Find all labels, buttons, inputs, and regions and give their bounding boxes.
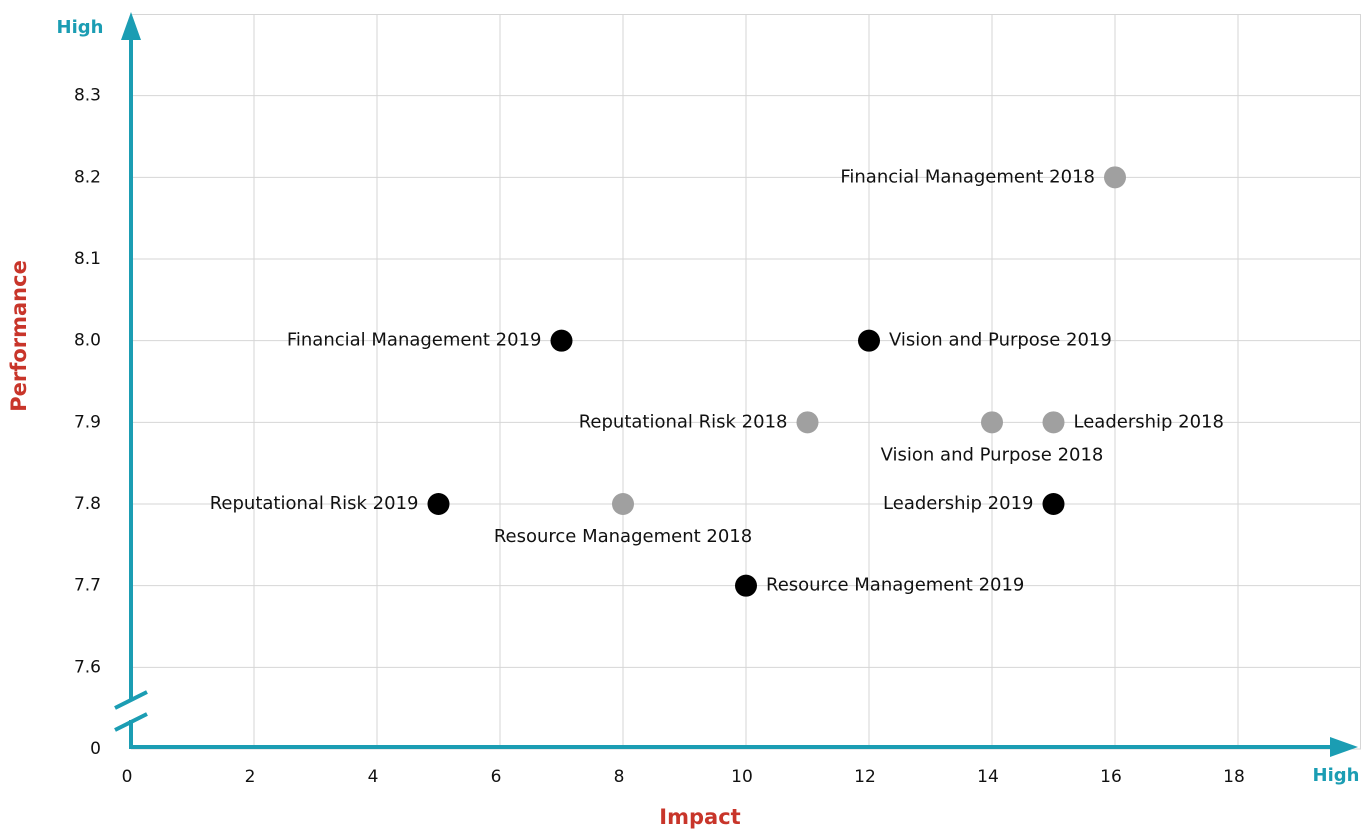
x-end-label: High: [1313, 765, 1360, 786]
x-tick-label: 6: [491, 767, 502, 787]
point-label: Financial Management 2018: [840, 166, 1095, 187]
point: [550, 329, 573, 352]
axis-break-mark: [114, 690, 148, 710]
x-axis-title: Impact: [659, 805, 740, 829]
axis-break-gap: [125, 700, 137, 720]
point-label: Leadership 2018: [1074, 411, 1224, 432]
point: [427, 493, 450, 515]
x-tick-label: 2: [245, 767, 256, 787]
y-axis-arrow: [121, 12, 141, 40]
x-tick-label: 12: [854, 767, 876, 787]
x-axis-arrow: [1330, 737, 1358, 757]
point: [1104, 166, 1126, 189]
x-tick-label: 18: [1223, 767, 1245, 787]
point: [1042, 493, 1065, 515]
point: [1042, 411, 1065, 434]
point-label: Financial Management 2019: [287, 330, 542, 351]
axis-break-mark: [114, 712, 148, 732]
x-tick-label: 16: [1100, 767, 1122, 787]
y-tick-label: 0: [90, 739, 101, 759]
y-tick-label: 8.1: [74, 249, 101, 269]
y-tick-label: 7.9: [74, 412, 101, 432]
y-tick-label: 8.3: [74, 86, 101, 106]
x-tick-label: 14: [977, 767, 999, 787]
grid-layer: [130, 14, 1361, 750]
point-label: Vision and Purpose 2019: [889, 330, 1112, 351]
x-tick-label: 10: [731, 767, 753, 787]
y-end-label: High: [57, 17, 104, 38]
y-tick-label: 8.0: [74, 331, 101, 351]
point-label: Reputational Risk 2018: [579, 411, 788, 432]
x-tick-label: 4: [368, 767, 379, 787]
point: [981, 411, 1003, 434]
y-tick-label: 7.8: [74, 494, 101, 514]
y-tick-label: 8.2: [74, 167, 101, 187]
point-label: Resource Management 2019: [766, 575, 1024, 596]
y-axis-title: Performance: [7, 260, 31, 412]
y-tick-label: 7.7: [74, 576, 101, 596]
point-label: Leadership 2019: [883, 493, 1033, 514]
y-tick-label: 7.6: [74, 657, 101, 677]
point: [735, 574, 757, 597]
point-label: Resource Management 2018: [494, 526, 752, 547]
point-label: Reputational Risk 2019: [210, 493, 419, 514]
point: [796, 411, 819, 434]
point: [612, 493, 634, 515]
point-label: Vision and Purpose 2018: [881, 444, 1104, 465]
x-tick-label: 8: [614, 767, 625, 787]
x-tick-label: 0: [122, 767, 133, 787]
point: [858, 329, 880, 352]
